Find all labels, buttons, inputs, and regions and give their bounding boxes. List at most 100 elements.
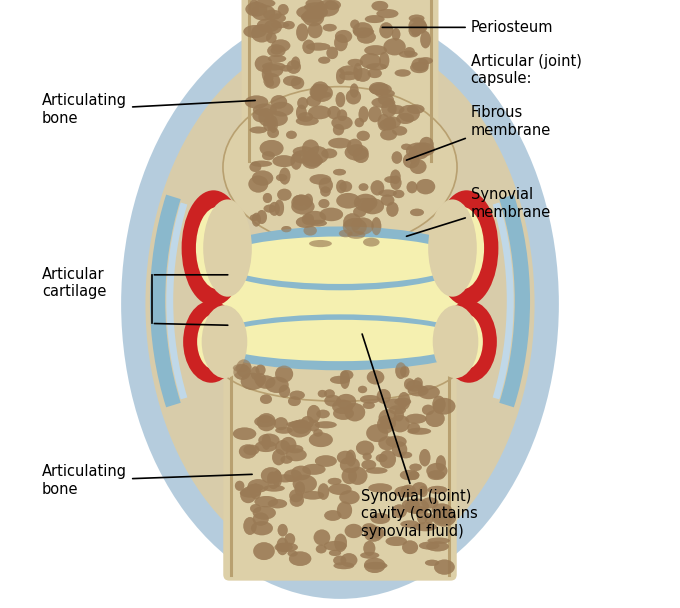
Ellipse shape [262,151,275,161]
Ellipse shape [258,108,273,126]
Ellipse shape [291,195,311,210]
Ellipse shape [404,378,415,390]
Ellipse shape [267,119,276,131]
Ellipse shape [214,320,466,361]
Ellipse shape [253,506,276,520]
Ellipse shape [419,486,428,497]
Ellipse shape [376,454,388,462]
Ellipse shape [257,413,276,431]
Ellipse shape [343,218,367,236]
Ellipse shape [294,482,305,496]
Ellipse shape [363,541,375,556]
Ellipse shape [255,441,277,452]
Ellipse shape [328,478,341,485]
Ellipse shape [409,23,421,37]
Ellipse shape [390,176,401,190]
Ellipse shape [386,117,396,130]
Ellipse shape [283,21,294,29]
Ellipse shape [306,95,321,106]
Ellipse shape [293,147,315,156]
Ellipse shape [304,2,328,12]
Ellipse shape [262,64,283,77]
Ellipse shape [392,505,407,518]
Ellipse shape [390,170,401,184]
Ellipse shape [332,399,353,414]
Ellipse shape [388,105,405,114]
Ellipse shape [278,4,289,15]
Ellipse shape [270,102,293,116]
Ellipse shape [275,543,293,552]
Ellipse shape [256,364,265,375]
Ellipse shape [409,147,418,164]
Ellipse shape [250,483,261,499]
Ellipse shape [259,415,272,423]
Ellipse shape [291,57,300,69]
Ellipse shape [339,66,358,75]
Ellipse shape [182,190,245,306]
Ellipse shape [243,517,256,535]
Ellipse shape [275,199,284,216]
Ellipse shape [250,483,261,499]
Ellipse shape [390,415,409,432]
Ellipse shape [286,421,310,427]
Ellipse shape [410,209,424,216]
Ellipse shape [254,416,275,427]
Ellipse shape [253,513,269,526]
Ellipse shape [379,22,393,38]
Ellipse shape [235,481,244,491]
Ellipse shape [409,464,422,471]
Ellipse shape [269,202,279,216]
Ellipse shape [303,9,324,26]
Ellipse shape [324,510,341,521]
Ellipse shape [390,415,409,432]
Ellipse shape [341,553,358,567]
Ellipse shape [252,5,275,21]
Ellipse shape [316,0,339,16]
Ellipse shape [252,170,273,185]
Ellipse shape [264,20,282,34]
Ellipse shape [245,95,268,109]
Ellipse shape [360,552,379,559]
Ellipse shape [407,423,420,434]
Ellipse shape [386,436,407,447]
Ellipse shape [381,100,396,117]
Ellipse shape [318,199,329,208]
Ellipse shape [313,429,323,437]
Ellipse shape [294,482,305,496]
Ellipse shape [347,230,365,239]
Ellipse shape [304,2,328,12]
Ellipse shape [293,195,309,205]
Ellipse shape [379,450,396,468]
Ellipse shape [334,34,347,51]
Ellipse shape [405,499,429,514]
Ellipse shape [253,506,276,520]
Ellipse shape [364,45,387,55]
Ellipse shape [360,552,379,559]
Ellipse shape [394,398,411,406]
Ellipse shape [328,138,351,148]
Ellipse shape [422,405,435,415]
Ellipse shape [250,504,261,513]
Ellipse shape [286,421,310,427]
Ellipse shape [335,534,347,552]
Ellipse shape [352,218,374,235]
Ellipse shape [254,496,278,507]
Ellipse shape [279,168,290,185]
Ellipse shape [330,376,350,384]
Text: Fibrous
membrane: Fibrous membrane [407,105,551,160]
Ellipse shape [353,148,369,163]
Ellipse shape [307,420,320,432]
Ellipse shape [337,451,354,464]
Ellipse shape [304,194,313,207]
Ellipse shape [275,440,290,455]
Ellipse shape [401,365,409,378]
Ellipse shape [339,490,360,504]
Ellipse shape [265,377,288,393]
Ellipse shape [315,421,337,428]
Ellipse shape [320,187,330,196]
Ellipse shape [355,118,364,127]
Ellipse shape [304,211,326,224]
Ellipse shape [358,106,369,122]
Ellipse shape [243,444,259,455]
Ellipse shape [183,301,239,383]
